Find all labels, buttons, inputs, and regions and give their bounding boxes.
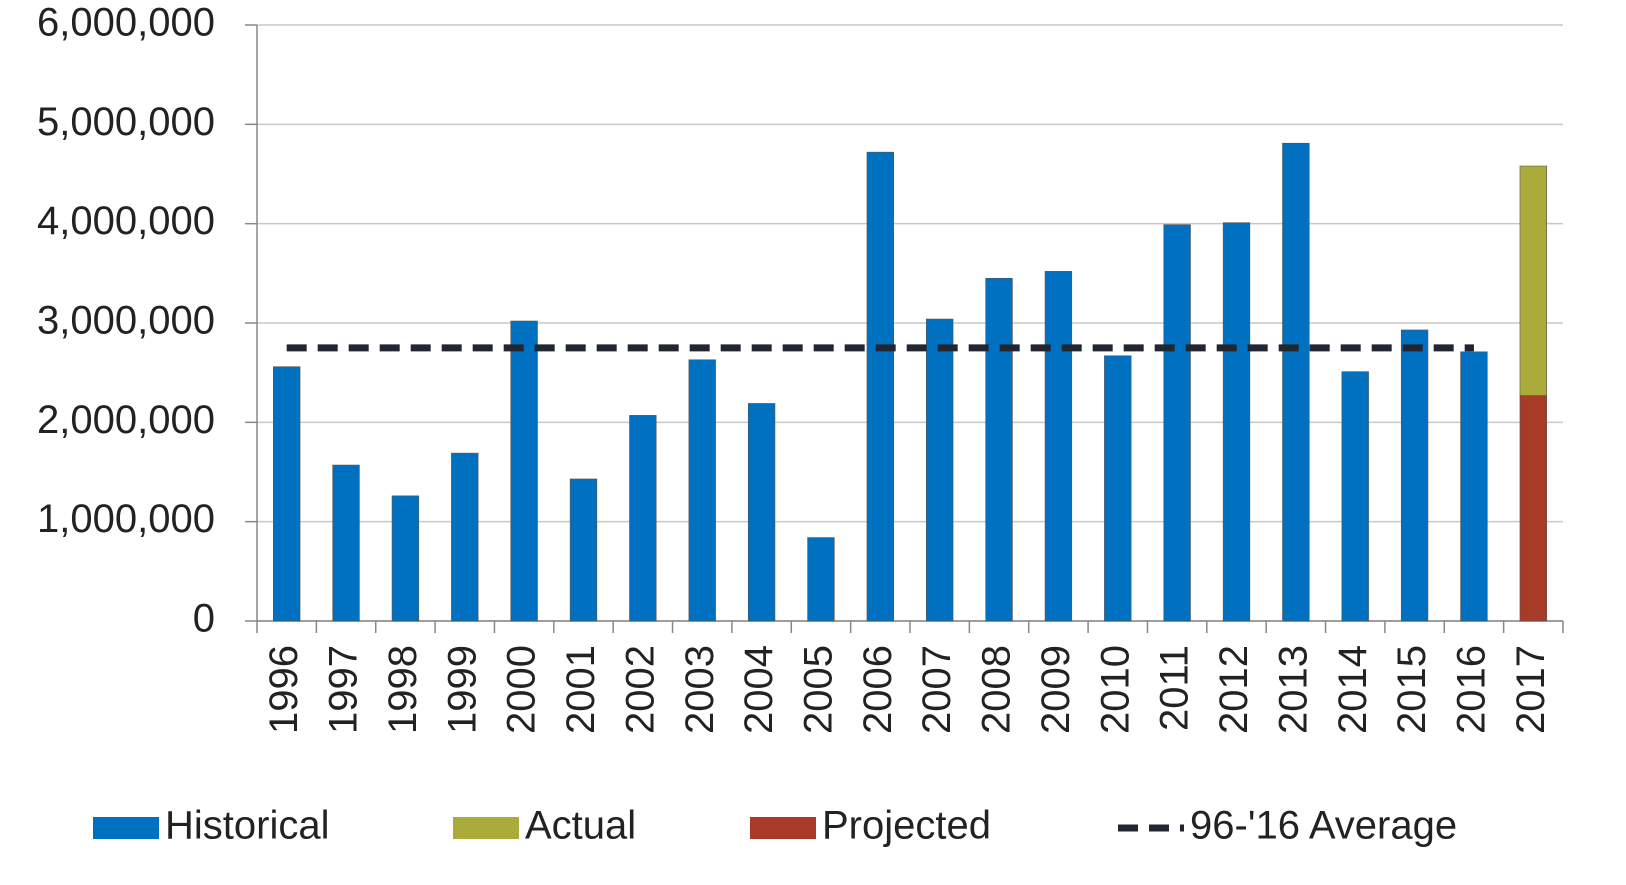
bar — [629, 415, 657, 622]
bar — [747, 403, 776, 622]
x-tick-label: 2002 — [618, 645, 662, 734]
x-tick-label: 1998 — [381, 645, 425, 734]
bar — [985, 277, 1013, 622]
legend-swatch — [453, 817, 519, 839]
bar — [1519, 165, 1547, 396]
x-tick-label: 2016 — [1450, 645, 1494, 734]
x-tick-label: 2008 — [975, 645, 1019, 734]
legend-label: Historical — [165, 804, 329, 848]
legend-swatch — [750, 817, 816, 839]
x-tick-label: 2007 — [915, 645, 959, 734]
y-tick-label: 5,000,000 — [37, 100, 215, 144]
y-tick-label: 0 — [193, 597, 215, 641]
bar — [1222, 222, 1251, 622]
x-tick-label: 2012 — [1212, 645, 1256, 734]
y-tick-label: 4,000,000 — [37, 199, 215, 243]
bar — [807, 537, 835, 622]
x-tick-label: 2010 — [1093, 645, 1137, 734]
x-tick-label: 2004 — [737, 645, 781, 734]
bar — [1282, 142, 1310, 622]
legend-label: Actual — [525, 804, 636, 848]
legend-swatch — [93, 817, 159, 839]
x-tick-label: 2014 — [1331, 645, 1375, 734]
x-tick-label: 2000 — [500, 645, 544, 734]
x-tick-label: 2009 — [1034, 645, 1078, 734]
bar — [332, 464, 360, 622]
bar — [1104, 355, 1132, 622]
legend-label: Projected — [822, 804, 991, 848]
x-tick-label: 2005 — [797, 645, 841, 734]
bar — [1163, 224, 1191, 622]
bar — [926, 318, 954, 622]
x-tick-label: 2001 — [559, 645, 603, 734]
bar — [510, 320, 538, 622]
bar — [1460, 351, 1488, 622]
x-tick-label: 1997 — [322, 645, 366, 734]
bar — [569, 478, 598, 622]
bar — [451, 452, 479, 622]
x-tick-label: 2013 — [1271, 645, 1315, 734]
bar — [391, 495, 420, 622]
y-tick-label: 6,000,000 — [37, 1, 215, 45]
x-tick-label: 2011 — [1153, 645, 1197, 731]
bar — [1044, 271, 1073, 622]
x-tick-label: 1996 — [262, 645, 306, 734]
x-tick-label: 2017 — [1509, 645, 1553, 734]
y-tick-label: 1,000,000 — [37, 497, 215, 541]
y-tick-label: 3,000,000 — [37, 299, 215, 343]
x-tick-label: 2003 — [678, 645, 722, 734]
bar — [866, 151, 894, 622]
x-tick-label: 2006 — [856, 645, 900, 734]
x-tick-label: 1999 — [440, 645, 484, 734]
x-tick-label: 2015 — [1390, 645, 1434, 734]
bar — [1341, 371, 1369, 622]
legend-label: 96-'16 Average — [1190, 804, 1457, 848]
bar — [688, 359, 716, 622]
y-tick-label: 2,000,000 — [37, 398, 215, 442]
bar — [1400, 329, 1429, 622]
bar — [1519, 395, 1547, 622]
bar — [273, 366, 301, 622]
